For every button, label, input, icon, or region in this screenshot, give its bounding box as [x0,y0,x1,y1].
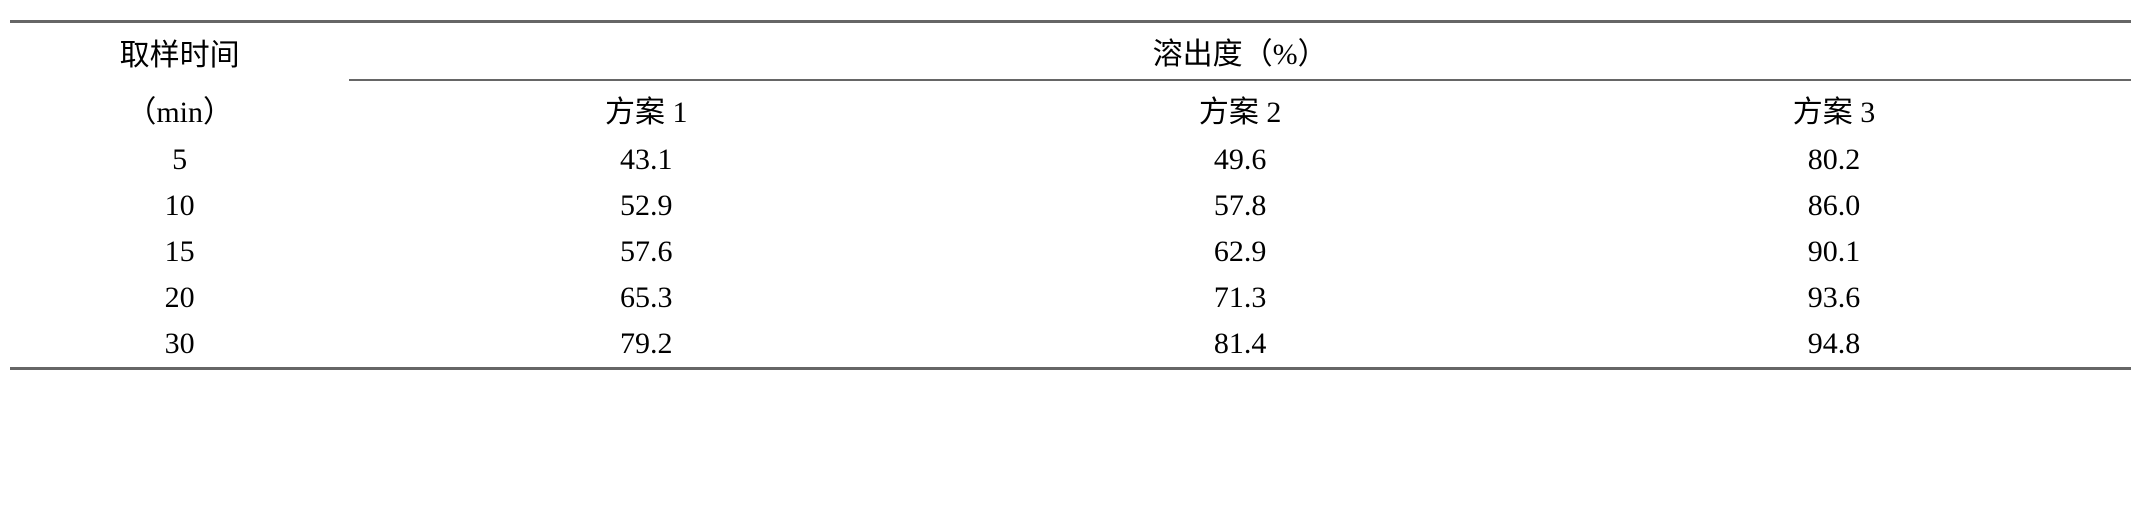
cell-plan3: 86.0 [1537,183,2131,229]
header-time-bot: （min） [10,80,349,137]
cell-time: 15 [10,229,349,275]
table-row: 5 43.1 49.6 80.2 [10,137,2131,183]
cell-plan1: 43.1 [349,137,943,183]
cell-plan2: 81.4 [943,321,1537,369]
cell-plan3: 80.2 [1537,137,2131,183]
cell-plan2: 71.3 [943,275,1537,321]
header-col3: 方案 3 [1537,80,2131,137]
cell-time: 30 [10,321,349,369]
cell-plan2: 49.6 [943,137,1537,183]
header-col2: 方案 2 [943,80,1537,137]
cell-plan1: 79.2 [349,321,943,369]
cell-time: 10 [10,183,349,229]
dissolution-table: 取样时间 溶出度（%） （min） 方案 1 方案 2 方案 3 5 43.1 … [10,20,2131,370]
cell-time: 20 [10,275,349,321]
table-row: 10 52.9 57.8 86.0 [10,183,2131,229]
table-row: 20 65.3 71.3 93.6 [10,275,2131,321]
header-row-2: （min） 方案 1 方案 2 方案 3 [10,80,2131,137]
cell-plan3: 90.1 [1537,229,2131,275]
dissolution-table-wrap: 取样时间 溶出度（%） （min） 方案 1 方案 2 方案 3 5 43.1 … [10,20,2131,370]
table-body: 5 43.1 49.6 80.2 10 52.9 57.8 86.0 15 57… [10,137,2131,369]
cell-time: 5 [10,137,349,183]
cell-plan2: 62.9 [943,229,1537,275]
cell-plan2: 57.8 [943,183,1537,229]
cell-plan1: 57.6 [349,229,943,275]
cell-plan1: 65.3 [349,275,943,321]
cell-plan1: 52.9 [349,183,943,229]
header-spanner: 溶出度（%） [349,22,2131,81]
cell-plan3: 94.8 [1537,321,2131,369]
header-row-1: 取样时间 溶出度（%） [10,22,2131,81]
table-row: 15 57.6 62.9 90.1 [10,229,2131,275]
table-row: 30 79.2 81.4 94.8 [10,321,2131,369]
header-time-top: 取样时间 [10,22,349,81]
header-col1: 方案 1 [349,80,943,137]
cell-plan3: 93.6 [1537,275,2131,321]
